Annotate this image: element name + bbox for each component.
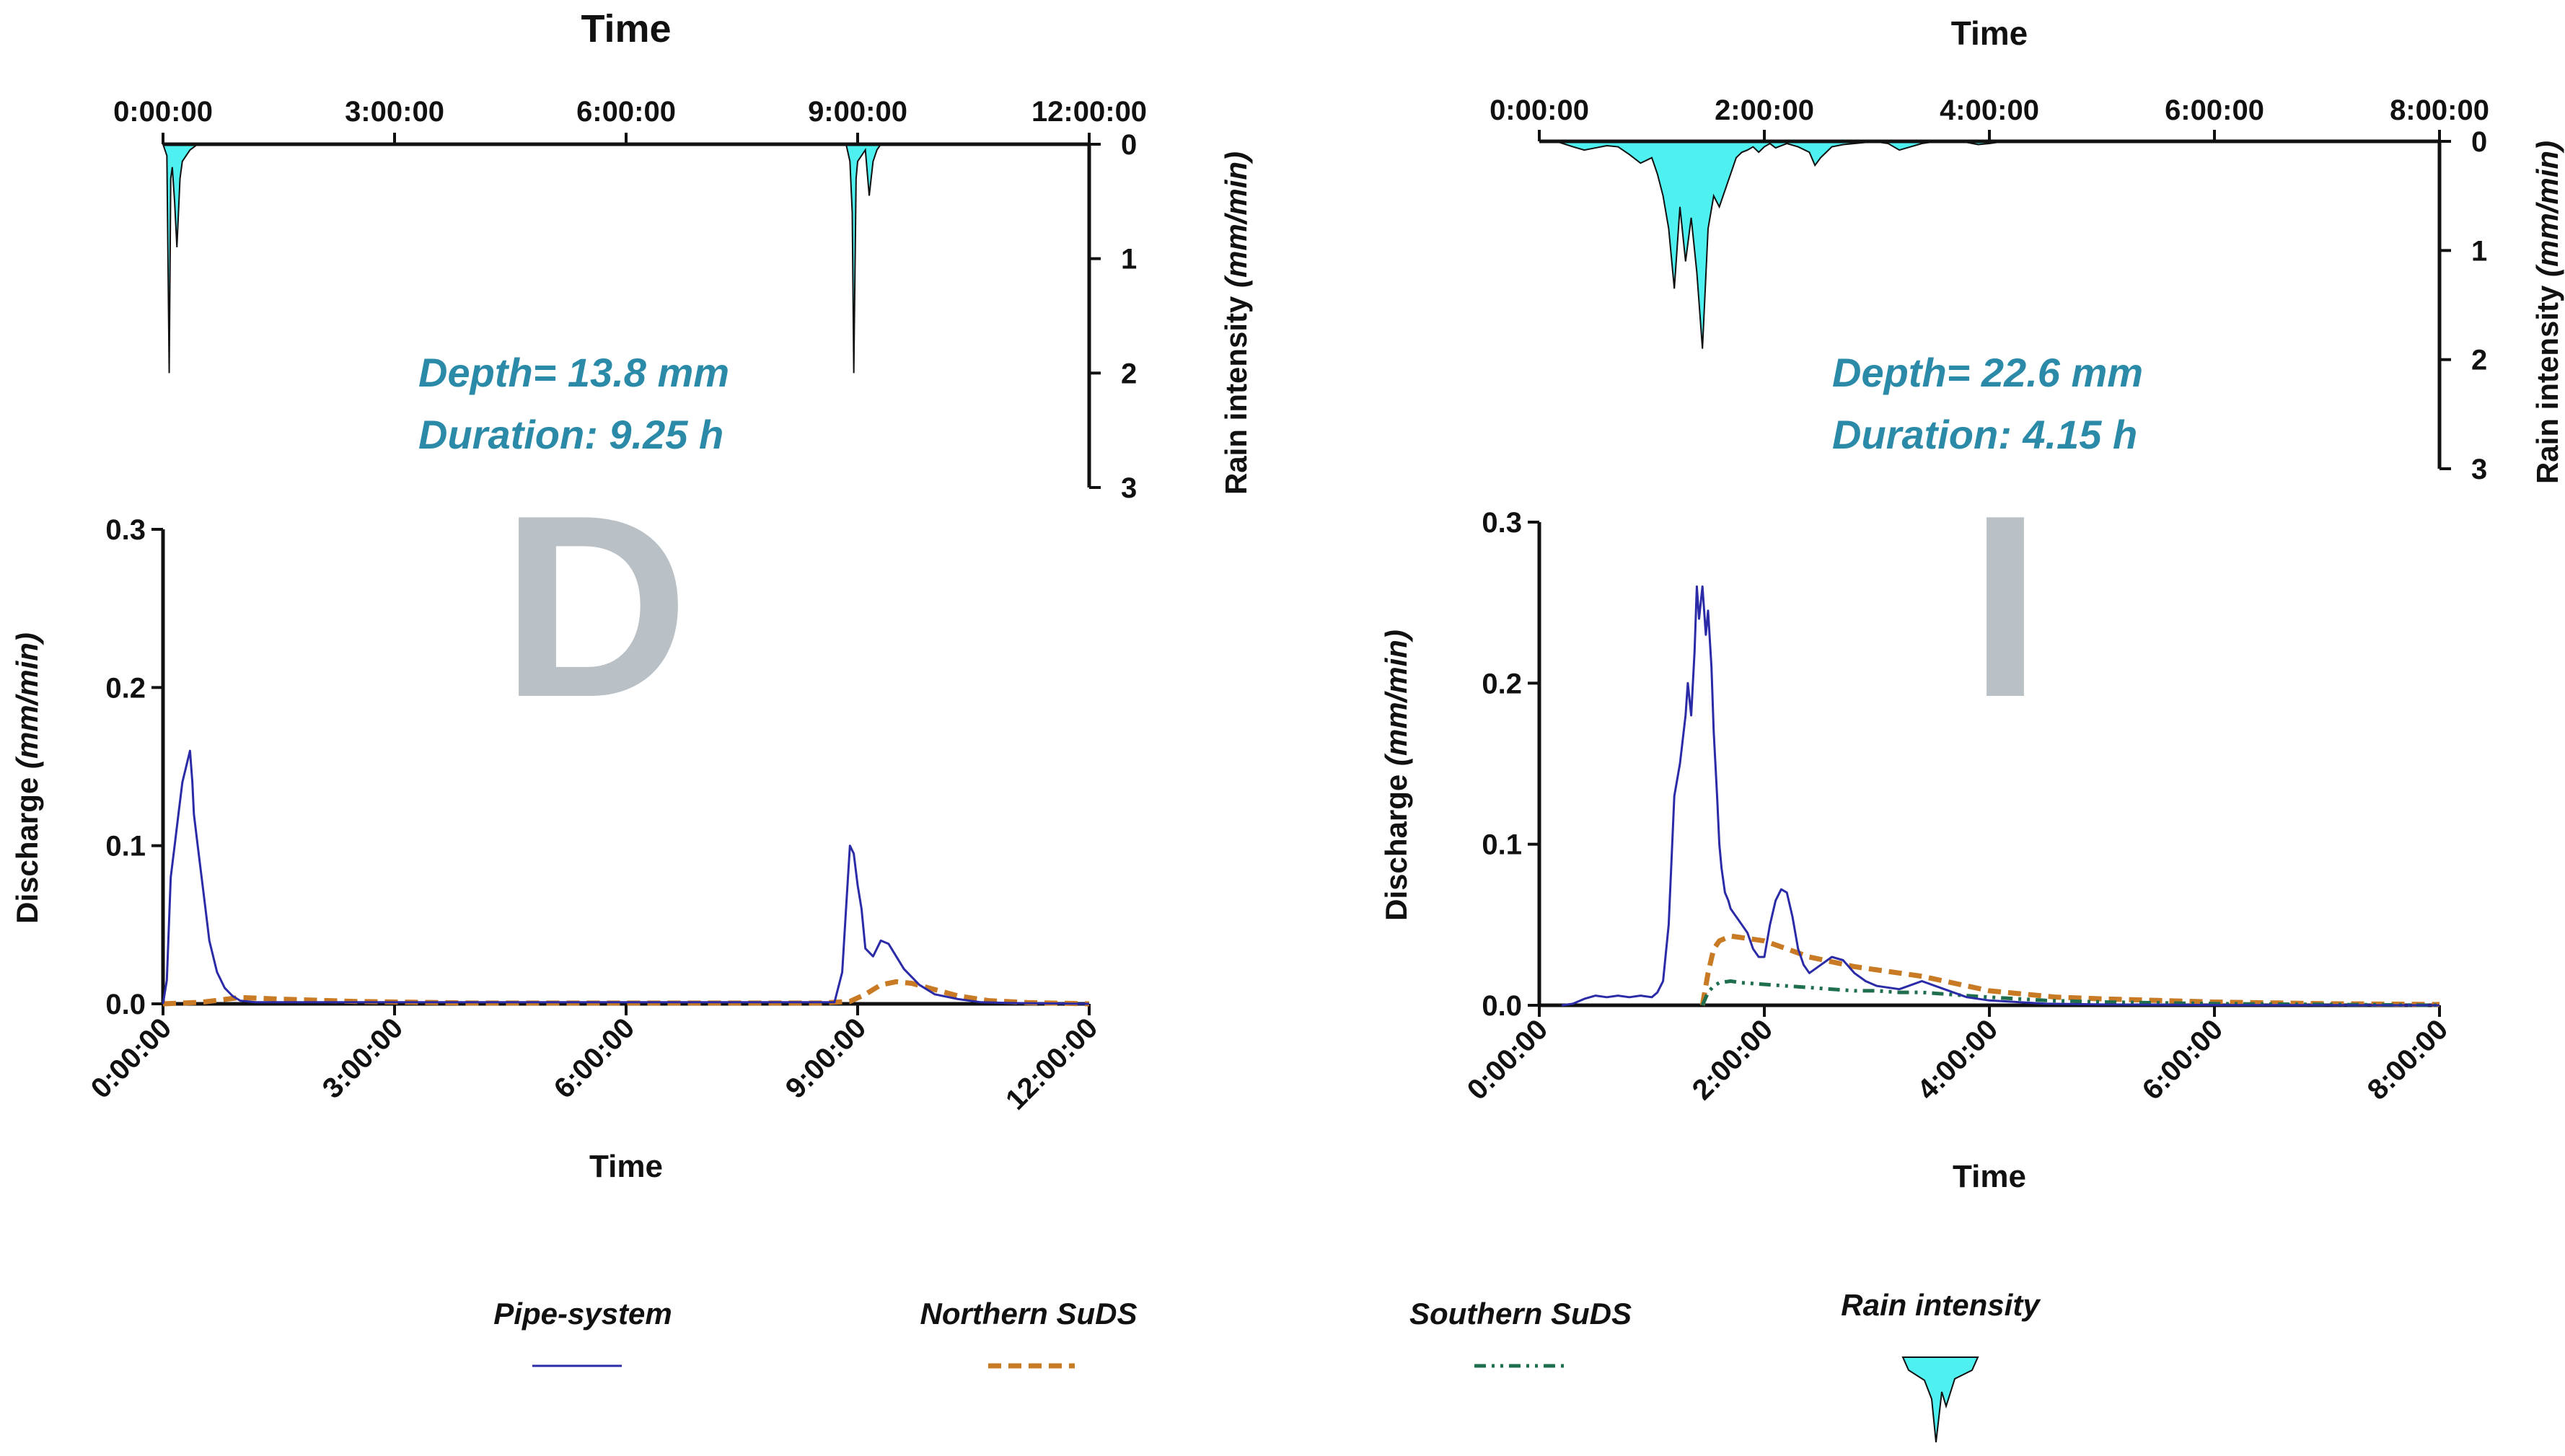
panel-i: I Time 0:00:00 2:00:00 4:00:00 6:00:00 8:00:0… <box>1379 14 2564 1194</box>
panel-d-rain-y-label-unit: (mm/min) <box>1219 151 1253 288</box>
panel-i-discharge-y-label: Discharge (mm/min) <box>1379 630 1413 921</box>
legend: Pipe-system Northern SuDS Southern SuDS Rai… <box>493 1288 2041 1443</box>
panel-i-discharge-y-tick-label: 0.1 <box>1482 829 1522 861</box>
panel-i-rain-x-tick-label: 6:00:00 <box>2165 94 2264 126</box>
panel-i-depth-annotation: Depth= 22.6 mm <box>1832 350 2143 395</box>
panel-d-rain-y-tick-label: 2 <box>1121 358 1137 389</box>
panel-d: D Time 0:00:00 3:00:00 6:00:00 9:00:00 12:00:… <box>10 7 1253 1184</box>
panel-i-discharge-y-tick-label: 0.2 <box>1482 668 1522 700</box>
panel-d-discharge-y-tick-label: 0.3 <box>105 514 146 546</box>
panel-d-rain-y-tick-label: 3 <box>1121 472 1137 504</box>
panel-i-series-southern-suds <box>1700 979 2440 1007</box>
panel-i-rain-x-tick-label: 0:00:00 <box>1490 94 1589 126</box>
panel-d-rain-x-tick-label: 9:00:00 <box>808 96 907 128</box>
panel-d-series-northern-suds <box>162 979 1090 1007</box>
panel-i-rain-y-tick-label: 1 <box>2471 235 2487 267</box>
panel-d-depth-annotation: Depth= 13.8 mm <box>418 350 729 395</box>
panel-i-rain-y-label: Rain intensity (mm/min) <box>2530 141 2564 484</box>
panel-i-series-pipe-system <box>1561 585 2440 1007</box>
legend-rain-intensity-swatch <box>1901 1356 1979 1443</box>
panel-d-rain: Time 0:00:00 3:00:00 6:00:00 9:00:00 12:00:00… <box>113 7 1253 504</box>
panel-d-rain-x-tick-label: 3:00:00 <box>345 96 444 128</box>
panel-d-discharge-x-tick-label: 9:00:00 <box>780 1012 873 1105</box>
panel-d-rain-x-tick-label: 6:00:00 <box>576 96 676 128</box>
legend-pipe-system-label: Pipe-system <box>493 1297 672 1331</box>
legend-northern-suds-label: Northern SuDS <box>920 1297 1137 1331</box>
panel-i-discharge-y-label-unit: (mm/min) <box>1379 630 1413 766</box>
panel-i-letter: I <box>1969 462 2041 751</box>
panel-i-discharge-x-tick-label: 4:00:00 <box>1911 1013 2005 1106</box>
panel-i-discharge-x-label: Time <box>1953 1159 2026 1194</box>
panel-d-series-pipe-system <box>162 749 1090 1005</box>
panel-i-rain-y-tick-label: 3 <box>2471 454 2487 485</box>
legend-southern-suds-label: Southern SuDS <box>1409 1297 1632 1331</box>
panel-d-duration-annotation: Duration: 9.25 h <box>418 412 723 457</box>
panel-i-discharge-x-tick-label: 6:00:00 <box>2137 1013 2230 1106</box>
panel-d-rain-x-tick-label: 0:00:00 <box>113 96 213 128</box>
panel-d-discharge-y-tick-label: 0.0 <box>105 989 146 1020</box>
panel-d-letter: D <box>501 462 689 751</box>
panel-i-rain-x-tick-label: 8:00:00 <box>2390 94 2489 126</box>
panel-i-rain-area <box>1556 140 2012 349</box>
panel-i-rain-y-label-unit: (mm/min) <box>2530 141 2564 277</box>
panel-d-discharge-x-tick-label: 0:00:00 <box>85 1012 178 1105</box>
panel-i-rain-y-tick-label: 2 <box>2471 345 2487 376</box>
panel-i-discharge-x-tick-label: 2:00:00 <box>1686 1013 1779 1106</box>
panel-i-series-northern-suds <box>1699 933 2440 1007</box>
panel-d-discharge-x-tick-label: 3:00:00 <box>317 1012 410 1105</box>
panel-i-discharge-x-tick-label: 0:00:00 <box>1461 1013 1554 1106</box>
panel-d-rain-title: Time <box>581 7 671 50</box>
panel-i-rain-x-tick-label: 2:00:00 <box>1715 94 1814 126</box>
panel-d-discharge-y-tick-label: 0.2 <box>105 672 146 704</box>
panel-i-rain: Time 0:00:00 2:00:00 4:00:00 6:00:00 8:00:000… <box>1490 14 2564 485</box>
panel-i-discharge-y-tick-label: 0.0 <box>1482 990 1522 1022</box>
panel-d-discharge-x-tick-label: 12:00:00 <box>1000 1012 1104 1116</box>
panel-i-discharge-y-tick-label: 0.3 <box>1482 507 1522 539</box>
panel-d-discharge-x-label: Time <box>589 1149 663 1184</box>
panel-d-rain-y-tick-label: 1 <box>1121 244 1137 275</box>
legend-rain-intensity-label: Rain intensity <box>1841 1288 2041 1322</box>
panel-d-discharge-x-tick-label: 6:00:00 <box>548 1012 641 1105</box>
panel-d-rain-area <box>162 144 882 374</box>
panel-d-discharge-y-tick-label: 0.1 <box>105 831 146 862</box>
panel-d-rain-x-tick-label: 12:00:00 <box>1031 96 1147 128</box>
panel-d-rain-y-label: Rain intensity (mm/min) <box>1219 151 1253 495</box>
panel-i-discharge: 0.0 0.1 0.2 0.3 0:00:00 2:00:00 4:00:00 6:00:00… <box>1379 507 2454 1194</box>
panel-i-discharge-x-tick-label: 8:00:00 <box>2362 1013 2455 1106</box>
panel-i-rain-title: Time <box>1951 14 2028 52</box>
panel-i-duration-annotation: Duration: 4.15 h <box>1832 412 2137 457</box>
panel-d-rain-y-tick-label: 0 <box>1121 129 1137 161</box>
panel-d-discharge-y-label: Discharge (mm/min) <box>10 632 44 924</box>
panel-i-rain-x-tick-label: 4:00:00 <box>1940 94 2039 126</box>
panel-i-rain-y-tick-label: 0 <box>2471 126 2487 158</box>
panel-d-discharge-y-label-unit: (mm/min) <box>10 632 44 769</box>
